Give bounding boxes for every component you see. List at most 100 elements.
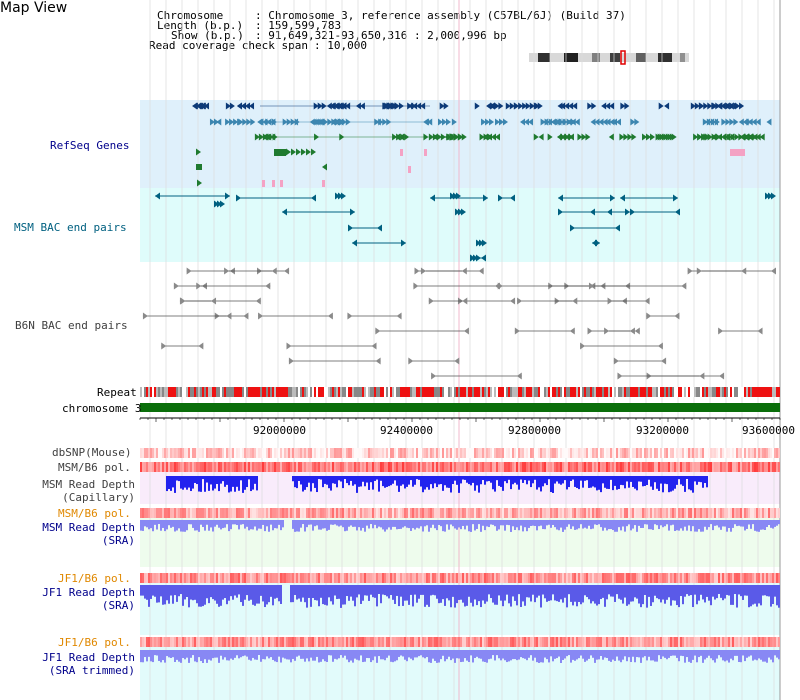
heat-cell — [240, 508, 242, 518]
heat-cell — [518, 573, 520, 583]
depth-bar — [380, 476, 382, 481]
depth-bar — [390, 585, 392, 596]
depth-bar — [748, 650, 750, 657]
depth-bar — [146, 650, 148, 662]
depth-bar — [536, 476, 538, 490]
repeat-segment — [674, 387, 676, 397]
depth-bar — [330, 476, 332, 491]
depth-bar — [494, 650, 496, 661]
repeat-segment — [396, 387, 398, 397]
heat-cell — [298, 573, 300, 583]
heat-cell — [182, 573, 184, 583]
heat-cell — [496, 508, 498, 518]
depth-bar — [232, 650, 234, 660]
heat-cell — [226, 573, 228, 583]
heat-cell — [672, 448, 674, 458]
heat-cell — [680, 462, 682, 472]
heat-cell — [370, 462, 372, 472]
depth-bar — [720, 585, 722, 598]
depth-bar — [546, 650, 548, 660]
depth-bar — [294, 520, 296, 532]
gene-arrow — [564, 133, 570, 141]
heat-cell — [208, 637, 210, 647]
depth-bar — [580, 476, 582, 481]
depth-bar — [642, 585, 644, 605]
depth-bar — [588, 650, 590, 659]
heat-cell — [288, 462, 290, 472]
depth-bar — [550, 520, 552, 528]
depth-bar — [384, 476, 386, 488]
depth-bar — [588, 585, 590, 600]
chromosome-ideogram[interactable] — [529, 50, 689, 65]
label-line: (SRA trimmed) — [48, 664, 135, 677]
depth-bar — [400, 520, 402, 529]
repeat-segment — [304, 387, 306, 397]
repeat-segment — [748, 387, 750, 397]
gene-arrow — [432, 133, 438, 141]
repeat-segment — [680, 387, 682, 397]
depth-bar — [394, 476, 396, 481]
heat-cell — [216, 573, 218, 583]
depth-bar — [636, 650, 638, 658]
gene-arrow — [200, 102, 206, 110]
heat-cell — [516, 508, 518, 518]
heat-cell — [582, 637, 584, 647]
heat-cell — [710, 462, 712, 472]
track-label-msm-depth-sra[interactable]: MSM Read Depth (SRA) — [36, 521, 135, 547]
heat-cell — [378, 637, 380, 647]
heat-cell — [418, 448, 420, 458]
track-label-jf1-pol[interactable]: JF1/B6 pol. — [58, 572, 131, 585]
depth-bar — [166, 520, 168, 530]
track-label-jf1-depth-trim[interactable]: JF1 Read Depth (SRA trimmed) — [36, 651, 135, 677]
track-label-chromosome[interactable]: chromosome 3 — [62, 402, 142, 415]
depth-bar — [612, 476, 614, 491]
depth-bar — [186, 476, 188, 490]
heat-cell — [526, 508, 528, 518]
heat-cell — [542, 573, 544, 583]
track-label-msm-bac[interactable]: MSM BAC end pairs — [14, 221, 127, 234]
track-label-refseq-genes[interactable]: RefSeq Genes — [50, 139, 130, 152]
track-label-jf1-depth-sra[interactable]: JF1 Read Depth (SRA) — [36, 586, 135, 612]
repeat-segment — [210, 387, 212, 397]
depth-bar — [218, 650, 220, 663]
depth-bar — [382, 650, 384, 660]
depth-bar — [316, 476, 318, 493]
track-label-msm-pol-2[interactable]: MSM/B6 pol. — [58, 507, 131, 520]
depth-bar — [174, 520, 176, 532]
track-label-b6n-bac[interactable]: B6N BAC end pairs — [15, 319, 128, 332]
track-label-msm-depth-cap[interactable]: MSM Read Depth (Capillary) — [36, 478, 135, 504]
heat-cell — [692, 573, 694, 583]
heat-cell — [424, 573, 426, 583]
depth-bar — [772, 650, 774, 663]
heat-cell — [752, 448, 754, 458]
depth-bar — [640, 520, 642, 528]
heat-cell — [260, 462, 262, 472]
track-label-dbsnp[interactable]: dbSNP(Mouse) — [52, 446, 132, 459]
depth-bar — [266, 585, 268, 605]
repeat-segment — [556, 387, 558, 397]
depth-bar — [446, 476, 448, 488]
heat-cell — [180, 637, 182, 647]
gene-arrow — [675, 208, 680, 216]
heat-cell — [142, 508, 144, 518]
depth-bar — [168, 476, 170, 490]
heat-cell — [566, 508, 568, 518]
depth-bar — [624, 520, 626, 532]
heat-cell — [616, 448, 618, 458]
heat-cell — [548, 448, 550, 458]
gene-arrow — [510, 297, 516, 305]
heat-cell — [614, 637, 616, 647]
depth-bar — [506, 520, 508, 525]
depth-bar — [356, 650, 358, 660]
gene-arrow — [490, 133, 496, 141]
repeat-segment — [712, 387, 714, 397]
heat-cell — [742, 508, 744, 518]
heat-cell — [704, 637, 706, 647]
track-label-msm-pol[interactable]: MSM/B6 pol. — [58, 461, 131, 474]
track-label-jf1-pol-2[interactable]: JF1/B6 pol. — [58, 636, 131, 649]
depth-bar — [398, 585, 400, 607]
track-label-repeat[interactable]: Repeat — [97, 386, 137, 399]
heat-cell — [738, 462, 740, 472]
depth-bar — [388, 650, 390, 656]
